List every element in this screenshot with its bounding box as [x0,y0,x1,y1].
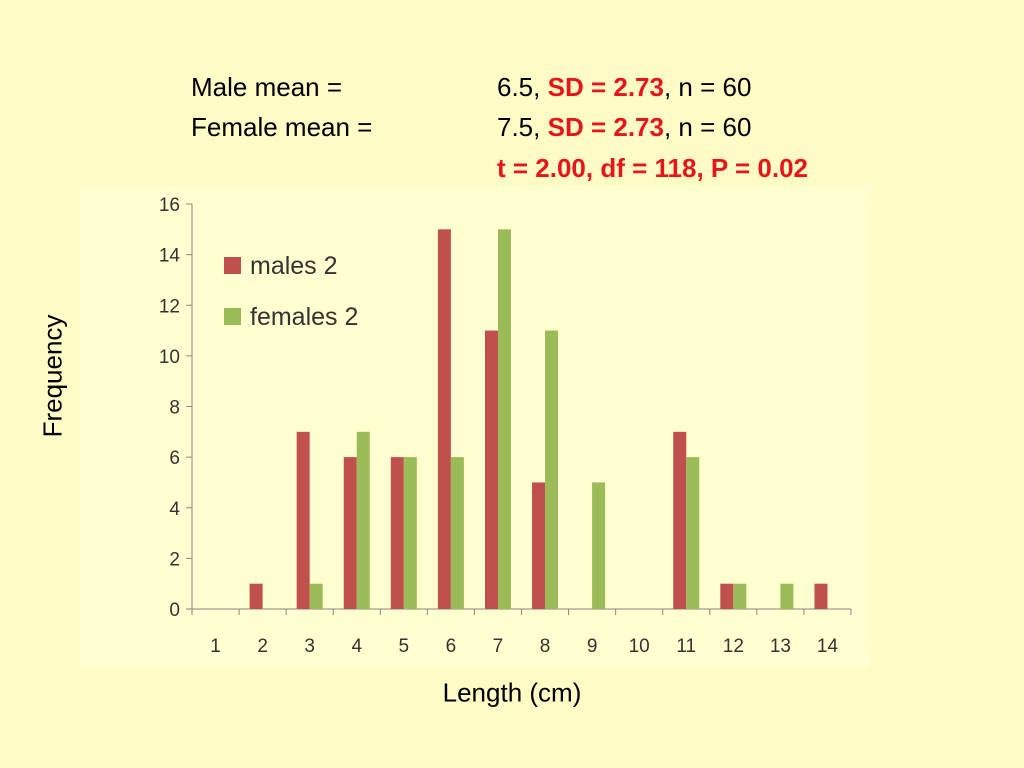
bar-females-7 [497,229,511,609]
male-stats: 6.5, SD = 2.73, n = 60 [497,72,751,102]
t-test-result: t = 2.00, df = 118, P = 0.02 [497,153,809,183]
x-tick-label: 11 [676,636,696,657]
x-tick-label: 2 [257,636,268,657]
female-stats: 7.5, SD = 2.73, n = 60 [497,112,751,142]
y-tick-label: 0 [169,600,180,621]
bar-males-2 [249,583,263,609]
x-tick-label: 1 [210,636,221,657]
bar-males-11 [673,431,687,609]
bar-males-6 [437,229,451,609]
x-tick-label: 10 [629,636,650,657]
bar-females-8 [545,330,559,609]
y-tick-label: 16 [159,195,180,216]
bar-males-7 [484,330,498,609]
x-tick-label: 3 [304,636,315,657]
bar-females-11 [686,457,700,609]
male-n: , n = 60 [663,72,752,102]
female-mean-value: 7.5, [497,112,541,142]
bar-females-6 [450,457,464,609]
bar-females-9 [592,482,606,609]
y-tick-label: 12 [159,296,180,317]
y-tick-label: 10 [159,347,180,368]
legend-label-males: males 2 [250,252,338,280]
y-tick-label: 4 [169,499,180,520]
male-mean-value: 6.5, [497,72,541,102]
y-tick-label: 6 [169,448,180,469]
x-axis-label: Length (cm) [442,677,582,708]
chart-area [80,185,870,667]
female-mean-label: Female mean = [191,112,373,142]
male-mean-label: Male mean = [191,72,343,102]
x-tick-label: 6 [446,636,457,657]
bar-males-14 [814,583,828,609]
legend-swatch-males [224,257,241,274]
summary-stats: Male mean = 6.5, SD = 2.73, n = 60 Femal… [0,0,1024,200]
female-n: , n = 60 [663,112,752,142]
y-axis-label: Frequency [37,314,68,438]
bar-males-12 [720,583,734,609]
legend-swatch-females [224,308,241,325]
y-tick-label: 2 [169,549,180,570]
x-tick-label: 14 [817,636,839,657]
legend-label-females: females 2 [250,303,358,331]
y-tick-label: 8 [169,398,180,419]
bar-females-5 [403,457,417,609]
bar-males-3 [296,431,310,609]
x-tick-label: 12 [723,636,744,657]
bar-females-4 [356,431,370,609]
bar-females-12 [733,583,747,609]
x-tick-label: 13 [770,636,791,657]
x-tick-label: 7 [493,636,504,657]
x-tick-label: 9 [587,636,598,657]
y-tick-label: 14 [159,246,181,267]
bar-males-4 [343,457,357,609]
female-sd: SD = 2.73 [547,112,664,142]
male-sd: SD = 2.73 [547,72,664,102]
x-tick-label: 5 [399,636,410,657]
bar-females-3 [309,583,323,609]
bar-males-8 [532,482,546,609]
x-tick-label: 8 [540,636,551,657]
bar-males-5 [390,457,404,609]
x-tick-label: 4 [351,636,362,657]
bar-females-13 [780,583,794,609]
